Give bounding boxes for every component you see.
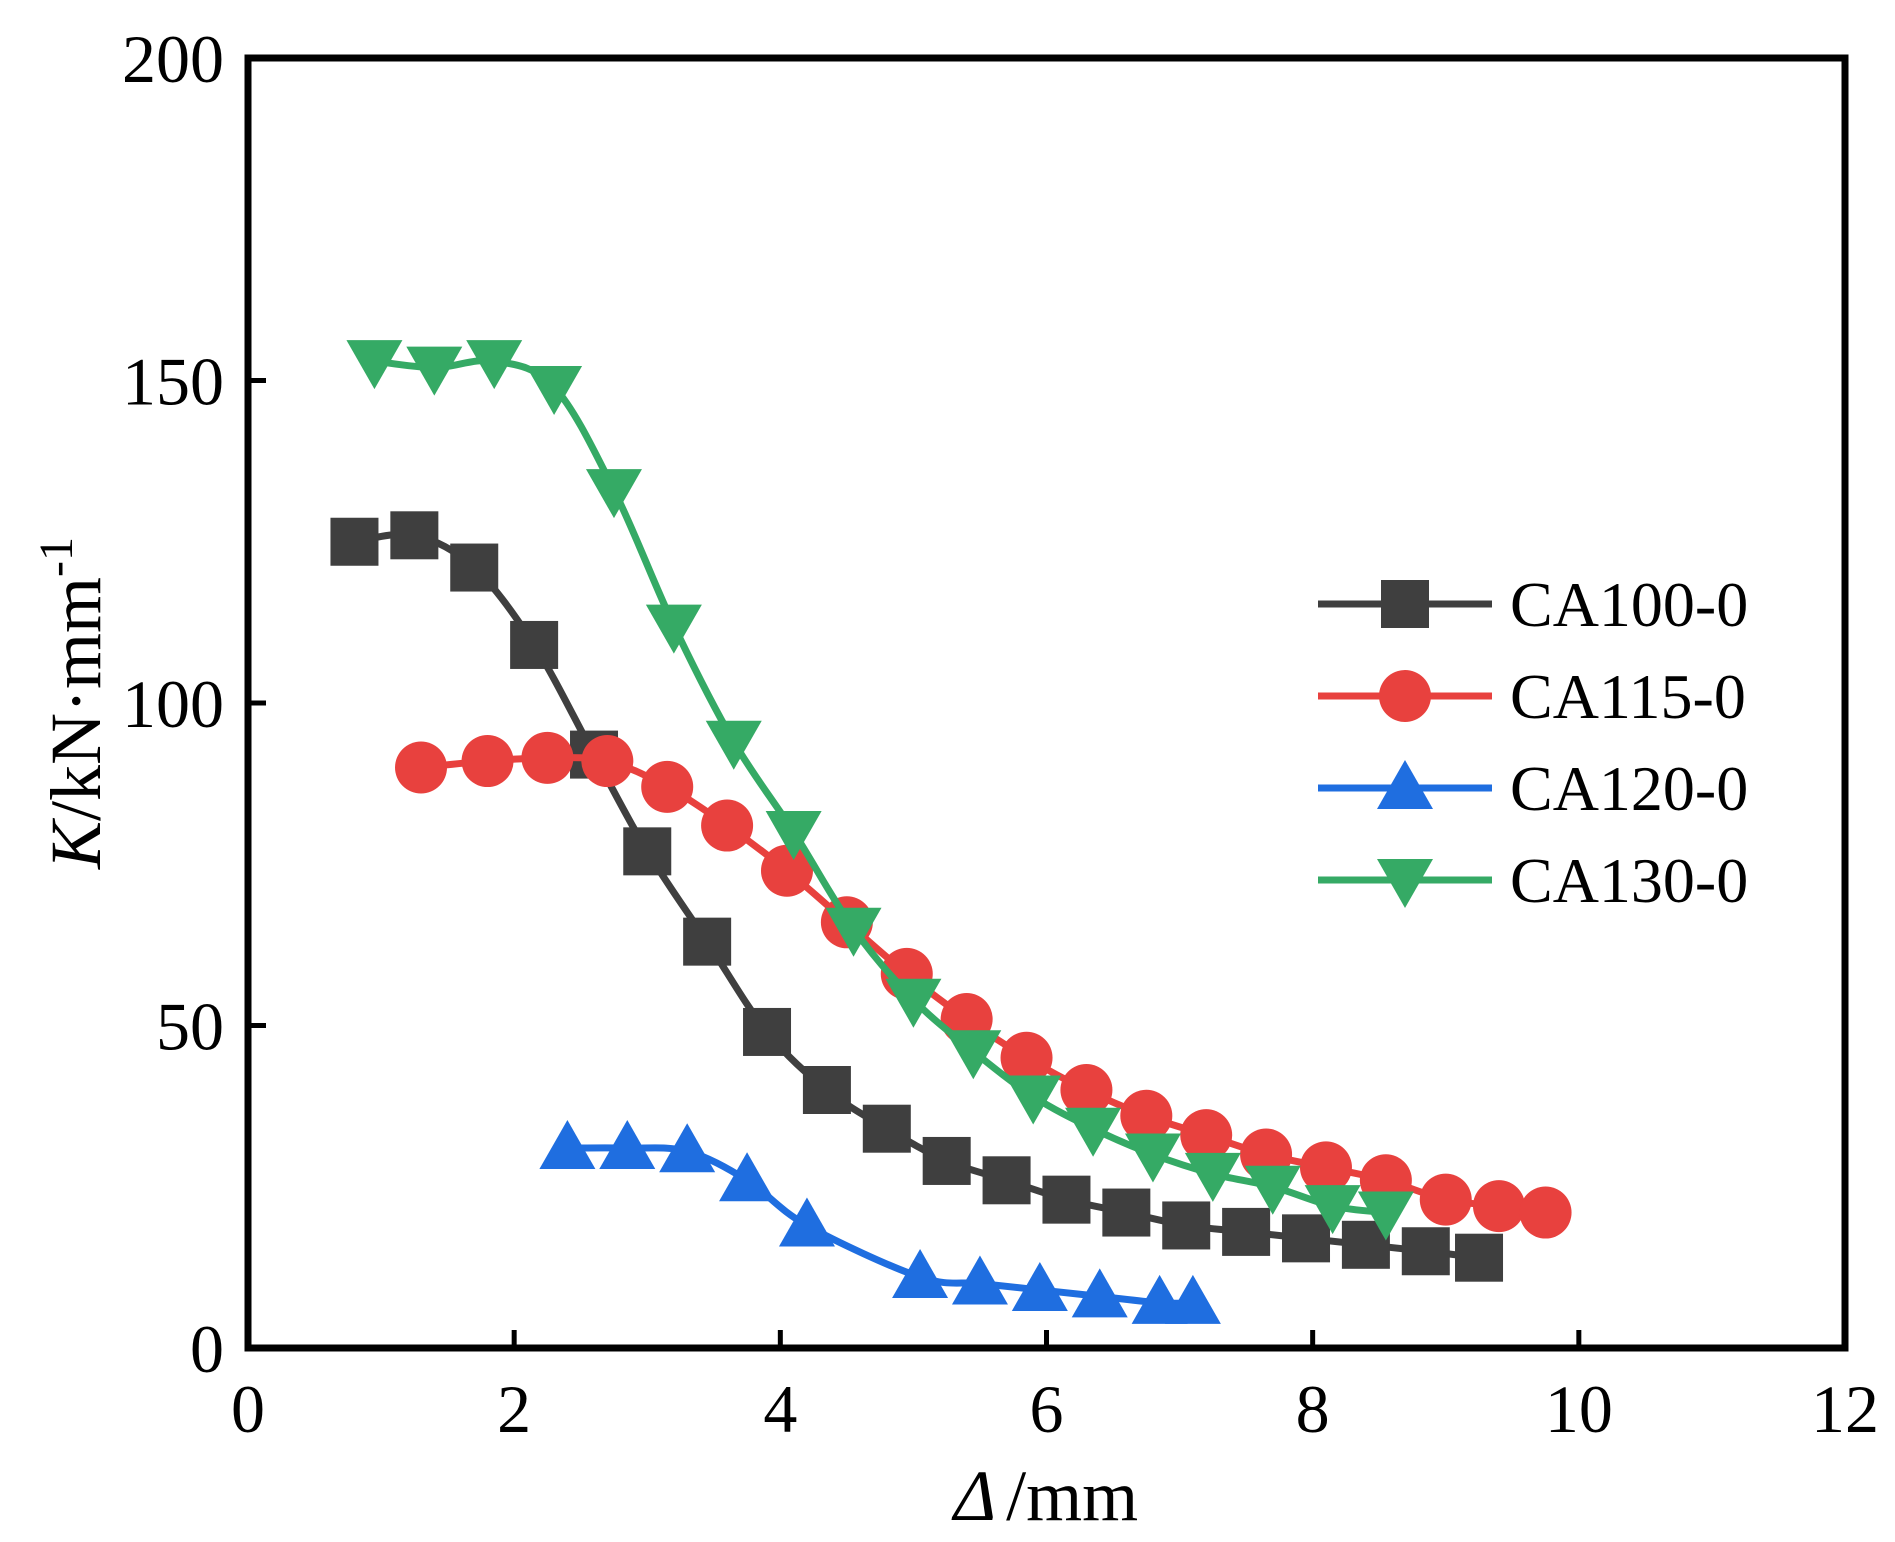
data-point-CA130-0 bbox=[526, 365, 583, 415]
data-point-CA130-0 bbox=[885, 978, 942, 1028]
data-point-CA100-0 bbox=[982, 1156, 1031, 1205]
series-CA120-0 bbox=[539, 1120, 1221, 1324]
y-axis-symbol: K bbox=[36, 817, 116, 870]
x-tick-label: 0 bbox=[231, 1371, 265, 1447]
data-point-CA100-0 bbox=[802, 1066, 851, 1114]
legend-label: CA120-0 bbox=[1510, 753, 1748, 824]
legend-label: CA115-0 bbox=[1510, 661, 1746, 732]
x-axis-symbol: Δ bbox=[951, 1456, 996, 1536]
data-point-CA130-0 bbox=[406, 346, 463, 396]
data-point-CA130-0 bbox=[825, 907, 882, 957]
data-point-CA130-0 bbox=[466, 340, 523, 390]
y-axis-superscript: -1 bbox=[30, 537, 83, 577]
data-point-CA100-0 bbox=[510, 620, 559, 669]
data-point-CA100-0 bbox=[1162, 1201, 1211, 1250]
y-axis-unit: /kN·mm bbox=[36, 577, 116, 821]
data-point-CA130-0 bbox=[585, 469, 642, 519]
data-point-CA120-0 bbox=[719, 1152, 776, 1202]
data-point-CA120-0 bbox=[892, 1249, 949, 1299]
y-tick-label: 50 bbox=[156, 989, 224, 1065]
legend-marker bbox=[1377, 859, 1433, 908]
legend-marker bbox=[1377, 760, 1433, 809]
data-point-CA115-0 bbox=[521, 731, 574, 784]
legend-item: CA120-0 bbox=[1318, 753, 1748, 824]
data-point-CA115-0 bbox=[701, 799, 754, 852]
data-point-CA100-0 bbox=[743, 1007, 792, 1056]
x-tick-label: 6 bbox=[1030, 1371, 1064, 1447]
ticks-layer: 0 2 4 6 8 10 12 0 50 100 150 200 bbox=[122, 21, 1879, 1447]
x-tick-label: 8 bbox=[1296, 1371, 1330, 1447]
legend-label: CA100-0 bbox=[1510, 569, 1748, 640]
data-point-CA115-0 bbox=[1299, 1141, 1352, 1194]
data-point-CA130-0 bbox=[1184, 1152, 1241, 1202]
data-point-CA115-0 bbox=[641, 760, 694, 813]
data-point-CA130-0 bbox=[1065, 1107, 1122, 1157]
legend-marker bbox=[1379, 670, 1431, 722]
data-point-CA120-0 bbox=[599, 1120, 656, 1170]
data-point-CA115-0 bbox=[1180, 1109, 1233, 1162]
series-layer bbox=[330, 340, 1572, 1324]
data-point-CA130-0 bbox=[1304, 1185, 1361, 1235]
y-tick-label: 100 bbox=[122, 666, 224, 742]
data-point-CA100-0 bbox=[922, 1136, 971, 1185]
legend-item: CA115-0 bbox=[1318, 661, 1746, 732]
data-point-CA120-0 bbox=[951, 1255, 1008, 1305]
x-tick-label: 10 bbox=[1545, 1371, 1613, 1447]
data-point-CA100-0 bbox=[623, 827, 672, 876]
x-axis-title: Δ/mm bbox=[951, 1456, 1138, 1536]
y-tick-label: 150 bbox=[122, 344, 224, 420]
data-point-CA100-0 bbox=[1102, 1188, 1151, 1237]
data-point-CA130-0 bbox=[705, 720, 762, 770]
data-point-CA115-0 bbox=[1519, 1186, 1572, 1239]
data-point-CA115-0 bbox=[1060, 1064, 1113, 1116]
data-point-CA130-0 bbox=[645, 604, 702, 654]
y-tick-label: 0 bbox=[190, 1311, 224, 1387]
data-point-CA120-0 bbox=[778, 1197, 835, 1247]
series-CA130-0 bbox=[346, 340, 1414, 1241]
data-point-CA115-0 bbox=[760, 844, 813, 897]
data-point-CA100-0 bbox=[862, 1104, 911, 1153]
x-axis-unit: /mm bbox=[1006, 1456, 1138, 1536]
data-point-CA100-0 bbox=[1282, 1214, 1331, 1263]
data-point-CA120-0 bbox=[539, 1120, 596, 1170]
x-tick-label: 12 bbox=[1811, 1371, 1879, 1447]
data-point-CA115-0 bbox=[461, 735, 514, 788]
data-point-CA120-0 bbox=[1011, 1261, 1068, 1311]
legend-item: CA130-0 bbox=[1318, 845, 1748, 916]
data-point-CA115-0 bbox=[395, 741, 448, 794]
data-point-CA120-0 bbox=[1164, 1274, 1221, 1324]
x-tick-label: 2 bbox=[497, 1371, 531, 1447]
x-tick-label: 4 bbox=[763, 1371, 797, 1447]
data-point-CA130-0 bbox=[1244, 1165, 1301, 1215]
data-point-CA130-0 bbox=[1005, 1075, 1062, 1125]
data-point-CA115-0 bbox=[1419, 1173, 1472, 1226]
data-point-CA130-0 bbox=[945, 1030, 1002, 1080]
data-point-CA115-0 bbox=[581, 735, 634, 788]
data-point-CA100-0 bbox=[1222, 1207, 1271, 1256]
series-CA100-0 bbox=[330, 511, 1504, 1282]
data-point-CA130-0 bbox=[1357, 1191, 1414, 1241]
data-point-CA100-0 bbox=[1455, 1233, 1504, 1282]
data-point-CA115-0 bbox=[1000, 1031, 1053, 1084]
data-point-CA100-0 bbox=[390, 511, 439, 560]
y-axis-title: K/kN·mm-1 bbox=[30, 537, 116, 870]
data-point-CA120-0 bbox=[659, 1123, 716, 1173]
legend-item: CA100-0 bbox=[1318, 569, 1748, 640]
legend: CA100-0 CA115-0 CA120-0 CA130-0 bbox=[1318, 569, 1748, 916]
y-tick-label: 200 bbox=[122, 21, 224, 97]
data-point-CA115-0 bbox=[1120, 1089, 1173, 1142]
data-point-CA100-0 bbox=[330, 517, 379, 566]
legend-marker bbox=[1381, 580, 1429, 628]
data-point-CA100-0 bbox=[1042, 1175, 1091, 1224]
legend-label: CA130-0 bbox=[1510, 845, 1748, 916]
data-point-CA100-0 bbox=[1401, 1227, 1450, 1276]
data-point-CA100-0 bbox=[683, 917, 732, 966]
data-point-CA130-0 bbox=[765, 811, 822, 860]
data-point-CA130-0 bbox=[1124, 1133, 1181, 1183]
data-point-CA120-0 bbox=[1071, 1268, 1128, 1318]
data-point-CA100-0 bbox=[450, 543, 499, 592]
data-point-CA130-0 bbox=[346, 340, 403, 390]
data-point-CA115-0 bbox=[1472, 1180, 1525, 1233]
